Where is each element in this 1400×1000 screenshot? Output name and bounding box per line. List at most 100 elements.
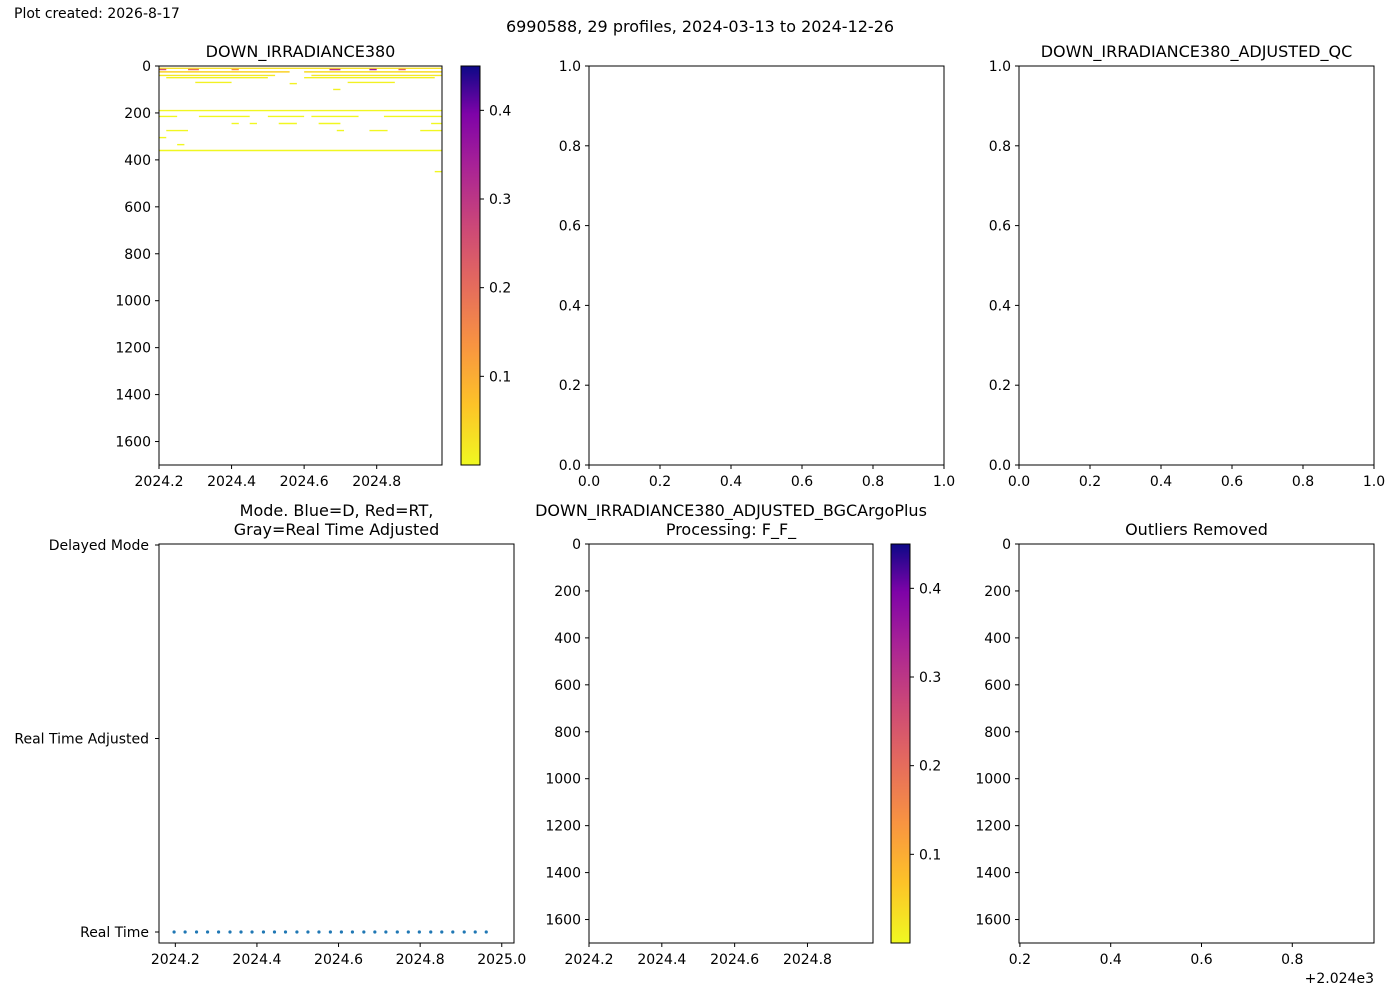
bgc-title-0: DOWN_IRRADIANCE380_ADJUSTED_BGCArgoPlus bbox=[535, 501, 927, 521]
bgc-xtick-label: 2024.2 bbox=[565, 952, 614, 968]
raw-colorbar-tick-label: 0.2 bbox=[489, 281, 511, 297]
mode-point bbox=[339, 930, 343, 934]
bgc-xtick-label: 2024.8 bbox=[783, 952, 832, 968]
raw-xtick-label: 2024.8 bbox=[352, 474, 401, 490]
mode-point bbox=[417, 930, 421, 934]
adjqc2-ytick-label: 0.6 bbox=[989, 219, 1011, 235]
outliers-ytick-label: 0 bbox=[1002, 537, 1011, 553]
bgc-ytick-label: 200 bbox=[554, 584, 581, 600]
outliers-ytick-label: 1400 bbox=[975, 866, 1011, 882]
raw-colorbar bbox=[460, 65, 481, 466]
mode-point bbox=[183, 930, 187, 934]
outliers-ytick-label: 1200 bbox=[975, 819, 1011, 835]
outliers-ytick-label: 1000 bbox=[975, 772, 1011, 788]
adjqc2-xtick-label: 0.8 bbox=[1292, 474, 1314, 490]
bgc-colorbar-tick-label: 0.4 bbox=[919, 581, 941, 597]
mode-xtick-label: 2024.8 bbox=[396, 952, 445, 968]
adjqc-xtick-label: 0.0 bbox=[578, 474, 600, 490]
mode-point bbox=[429, 930, 433, 934]
adjqc2-title-0: DOWN_IRRADIANCE380_ADJUSTED_QC bbox=[1041, 42, 1353, 62]
adjqc2-ytick-label: 0.4 bbox=[989, 298, 1011, 314]
mode-point bbox=[228, 930, 232, 934]
outliers-ytick-label: 400 bbox=[984, 631, 1011, 647]
raw-colorbar-tick-label: 0.4 bbox=[489, 103, 511, 119]
mode-point bbox=[306, 930, 310, 934]
mode-point bbox=[194, 930, 199, 934]
bgc-ytick-label: 400 bbox=[554, 631, 581, 647]
bgc-ytick-label: 800 bbox=[554, 725, 581, 741]
mode-point bbox=[362, 930, 366, 934]
raw-ytick-label: 600 bbox=[124, 200, 151, 216]
raw-colorbar-tick-label: 0.3 bbox=[489, 192, 511, 208]
adjqc-xtick-label: 0.6 bbox=[791, 474, 813, 490]
mode-ytick-label: Real Time bbox=[80, 925, 149, 941]
adjqc-ytick-label: 0.2 bbox=[559, 378, 581, 394]
raw-ytick-label: 0 bbox=[142, 59, 151, 75]
mode-point bbox=[261, 930, 266, 934]
mode-point bbox=[328, 930, 332, 934]
adjqc2-xtick-label: 0.0 bbox=[1008, 474, 1030, 490]
mode-point bbox=[473, 930, 477, 934]
bgc-ytick-label: 1000 bbox=[545, 772, 581, 788]
bgc-xtick-label: 2024.6 bbox=[710, 952, 759, 968]
raw-title-0: DOWN_IRRADIANCE380 bbox=[206, 42, 396, 62]
adjqc-xtick-label: 0.8 bbox=[862, 474, 884, 490]
mode-title-0: Mode. Blue=D, Red=RT, bbox=[240, 501, 434, 520]
raw-ytick-label: 1600 bbox=[115, 435, 151, 451]
bgc-title-1: Processing: F_F_ bbox=[666, 520, 797, 540]
adjqc2-panel-frame bbox=[1018, 65, 1375, 466]
raw-xtick-label: 2024.4 bbox=[207, 474, 256, 490]
mode-point bbox=[395, 930, 399, 934]
adjqc2-xtick-label: 0.6 bbox=[1221, 474, 1243, 490]
mode-xtick-label: 2024.6 bbox=[314, 952, 363, 968]
outliers-ytick-label: 1600 bbox=[975, 913, 1011, 929]
raw-ytick-label: 400 bbox=[124, 153, 151, 169]
bgc-colorbar bbox=[890, 543, 911, 944]
mode-panel-frame bbox=[158, 543, 515, 944]
bgc-colorbar-tick-label: 0.2 bbox=[919, 759, 941, 775]
adjqc-xtick-label: 0.2 bbox=[649, 474, 671, 490]
mode-xtick-label: 2024.2 bbox=[151, 952, 200, 968]
mode-xtick-label: 2025.0 bbox=[477, 952, 526, 968]
adjqc2-xtick-label: 1.0 bbox=[1363, 474, 1385, 490]
plot-created-label: Plot created: 2026-8-17 bbox=[14, 6, 180, 22]
mode-point bbox=[272, 930, 277, 934]
raw-ytick-label: 1400 bbox=[115, 388, 151, 404]
adjqc-ytick-label: 0.8 bbox=[559, 139, 581, 155]
bgc-panel-frame bbox=[588, 543, 874, 944]
adjqc-ytick-label: 1.0 bbox=[559, 59, 581, 75]
adjqc2-ytick-label: 0.2 bbox=[989, 378, 1011, 394]
outliers-ytick-label: 800 bbox=[984, 725, 1011, 741]
raw-ytick-label: 1200 bbox=[115, 341, 151, 357]
mode-point bbox=[172, 930, 176, 934]
raw-xtick-label: 2024.6 bbox=[280, 474, 329, 490]
adjqc2-ytick-label: 1.0 bbox=[989, 59, 1011, 75]
mode-xtick-label: 2024.4 bbox=[232, 952, 281, 968]
adjqc-ytick-label: 0.0 bbox=[559, 458, 581, 474]
mode-point bbox=[350, 930, 355, 934]
mode-point bbox=[484, 930, 488, 934]
outliers-ytick-label: 600 bbox=[984, 678, 1011, 694]
mode-title-1: Gray=Real Time Adjusted bbox=[234, 520, 440, 539]
outliers-offset-text: +2.024e3 bbox=[1305, 971, 1374, 987]
outliers-xtick-label: 0.6 bbox=[1190, 952, 1212, 968]
mode-point bbox=[283, 930, 288, 934]
adjqc-panel-frame bbox=[588, 65, 945, 466]
mode-point bbox=[440, 930, 444, 934]
raw-ytick-label: 200 bbox=[124, 106, 151, 122]
mode-point bbox=[205, 930, 210, 934]
mode-point bbox=[295, 930, 299, 934]
raw-colorbar-tick-label: 0.1 bbox=[489, 369, 511, 385]
adjqc-xtick-label: 0.4 bbox=[720, 474, 742, 490]
mode-point bbox=[462, 930, 466, 934]
bgc-ytick-label: 1400 bbox=[545, 866, 581, 882]
mode-point bbox=[451, 930, 455, 934]
raw-ytick-label: 1000 bbox=[115, 294, 151, 310]
mode-ytick-label: Real Time Adjusted bbox=[14, 732, 149, 748]
raw-ytick-label: 800 bbox=[124, 247, 151, 263]
outliers-title-0: Outliers Removed bbox=[1125, 520, 1268, 539]
mode-point bbox=[406, 930, 410, 934]
raw-panel-frame bbox=[158, 65, 443, 466]
outliers-xtick-label: 0.2 bbox=[1009, 952, 1031, 968]
